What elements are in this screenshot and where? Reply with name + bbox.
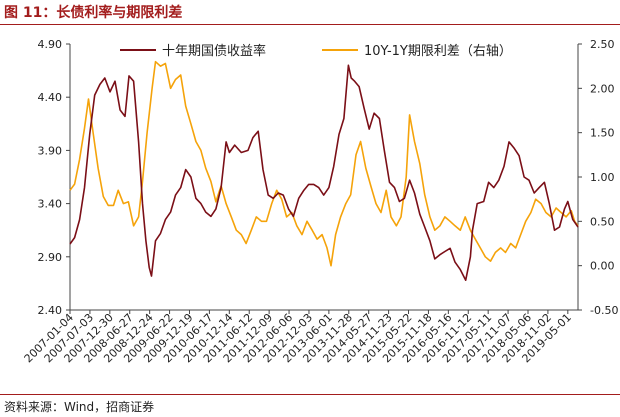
- legend-label-yield: 十年期国债收益率: [162, 43, 266, 59]
- left-tick-label: 4.90: [38, 38, 63, 51]
- series-line-spread: [69, 60, 579, 267]
- right-tick-label: 1.50: [590, 127, 615, 140]
- right-tick-label: 0.00: [590, 260, 615, 273]
- left-tick-label: 4.40: [38, 91, 63, 104]
- right-tick-label: 0.50: [590, 215, 615, 228]
- legend-label-spread: 10Y-1Y期限利差（右轴）: [364, 44, 512, 59]
- right-tick-label: 2.00: [590, 82, 615, 95]
- series-line-yield: [69, 64, 579, 281]
- right-tick-label: 1.00: [590, 171, 615, 184]
- footer-rule: [0, 394, 620, 395]
- source-note: 资料来源：Wind，招商证券: [4, 400, 155, 414]
- left-tick-label: 3.90: [38, 144, 63, 157]
- left-tick-label: 3.40: [38, 198, 63, 211]
- left-tick-label: 2.40: [38, 304, 63, 317]
- right-tick-label: -0.50: [590, 304, 618, 317]
- title-rule: [0, 24, 620, 25]
- chart-title: 图 11：长债利率与期限利差: [4, 5, 183, 21]
- left-tick-label: 2.90: [38, 251, 63, 264]
- right-tick-label: 2.50: [590, 38, 615, 51]
